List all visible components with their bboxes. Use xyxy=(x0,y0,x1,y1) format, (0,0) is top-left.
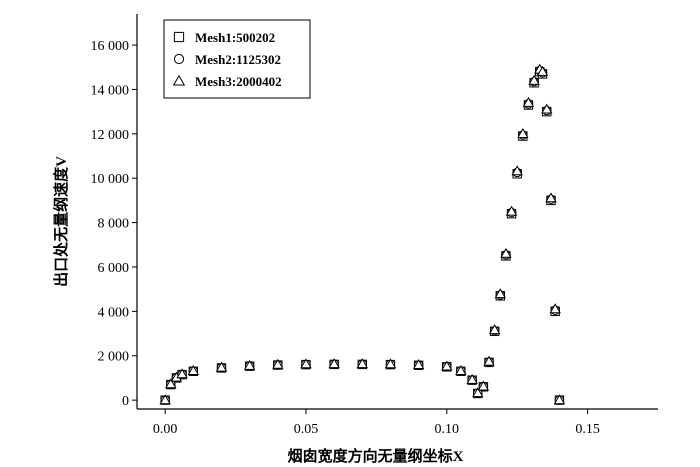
x-tick-label: 0.05 xyxy=(294,422,319,437)
data-point xyxy=(511,165,523,176)
x-tick-label: 0.15 xyxy=(575,422,600,437)
data-point xyxy=(553,394,566,405)
y-tick-label: 2 000 xyxy=(98,350,130,365)
series-circle xyxy=(160,65,565,405)
y-tick-label: 6 000 xyxy=(98,261,130,276)
data-point xyxy=(159,394,171,405)
data-point xyxy=(505,205,518,216)
legend-label: Mesh2:1125302 xyxy=(195,52,281,67)
legend-marker-circle xyxy=(173,53,185,65)
data-point xyxy=(483,355,495,366)
legend-marker-triangle xyxy=(172,74,186,86)
data-point xyxy=(187,364,200,375)
series-triangle xyxy=(159,63,566,405)
data-marks xyxy=(159,63,566,405)
data-point xyxy=(541,103,553,114)
data-point xyxy=(522,96,535,107)
y-tick-label: 14 000 xyxy=(91,83,130,98)
x-axis-title: 烟囱宽度方向无量纲坐标X xyxy=(288,447,464,465)
legend-marker-square xyxy=(173,31,185,43)
y-tick-label: 8 000 xyxy=(98,217,130,232)
data-point xyxy=(176,368,188,379)
legend-box xyxy=(163,19,311,99)
data-point xyxy=(356,358,368,369)
data-point xyxy=(328,358,340,369)
data-point xyxy=(243,359,256,370)
data-point xyxy=(472,387,484,398)
legend-label: Mesh1:500202 xyxy=(195,30,275,45)
data-point xyxy=(549,303,561,314)
data-point xyxy=(500,247,512,258)
y-tick-label: 16 000 xyxy=(91,39,130,54)
data-point xyxy=(488,324,501,335)
data-point xyxy=(441,360,453,371)
series-square xyxy=(160,66,565,405)
data-point xyxy=(165,378,177,389)
y-tick-label: 10 000 xyxy=(91,172,130,187)
axes xyxy=(136,14,658,410)
x-axis-ticks: 0.00 0.05 0.10 0.15 xyxy=(153,409,600,437)
data-point xyxy=(272,358,284,369)
x-tick-label: 0.10 xyxy=(435,422,460,437)
legend-label: Mesh3:2000402 xyxy=(195,74,282,89)
data-point xyxy=(494,288,506,299)
y-axis-ticks: 0 2 000 4 000 6 000 8 000 10 000 12 000 14 000 1… xyxy=(91,39,137,409)
data-point xyxy=(528,74,540,85)
y-tick-label: 0 xyxy=(122,394,129,409)
data-point xyxy=(412,359,425,369)
data-point xyxy=(384,358,397,369)
y-tick-label: 12 000 xyxy=(91,128,130,143)
data-point xyxy=(536,65,549,76)
y-tick-label: 4 000 xyxy=(98,305,130,320)
data-point xyxy=(517,127,529,138)
data-point xyxy=(545,192,557,203)
legend: Mesh1:500202 Mesh2:1125302 Mesh3:2000402 xyxy=(163,19,311,99)
data-point xyxy=(215,361,228,372)
data-point xyxy=(455,364,467,375)
y-axis-title: 出口处无量纲速度V xyxy=(52,156,70,287)
data-point xyxy=(466,373,478,384)
x-tick-label: 0.00 xyxy=(153,422,178,437)
data-point xyxy=(477,380,490,391)
data-point xyxy=(300,358,312,369)
